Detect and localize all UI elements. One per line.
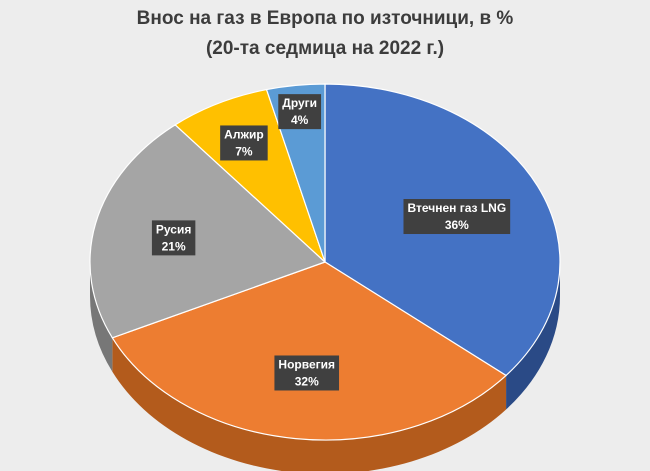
data-label-box-3 [220, 125, 268, 161]
chart-subtitle: (20-та седмица на 2022 г.) [205, 38, 445, 59]
slice-label-value: 7% [235, 144, 253, 158]
slice-label-name: Норвегия [278, 357, 335, 371]
pie-slice-1 [111, 261, 508, 441]
data-label-box-0 [403, 199, 511, 235]
slice-label-name: Алжир [224, 127, 264, 141]
slice-label-name: Втечнен газ LNG [407, 201, 506, 215]
data-label-box-1 [274, 355, 340, 391]
slice-label-value: 32% [295, 374, 319, 388]
chart-title: Внос на газ в Европа по източници, в % [136, 8, 514, 29]
pie-slice-3 [174, 88, 326, 263]
pie-side-0 [506, 262, 560, 410]
slice-label-name: Други [282, 96, 317, 110]
data-label-box-2 [151, 220, 196, 256]
slice-label-value: 21% [162, 239, 186, 253]
pie-labels: Втечнен газ LNG 36% Норвегия 32% Русия 21% Алж… [151, 94, 511, 391]
data-label-box-4 [278, 94, 322, 130]
pie-slice-2 [89, 124, 327, 339]
slice-label-value: 36% [445, 218, 469, 232]
slice-label-name: Русия [156, 222, 191, 236]
pie-side-1 [112, 337, 507, 471]
slice-label-value: 4% [291, 113, 309, 127]
